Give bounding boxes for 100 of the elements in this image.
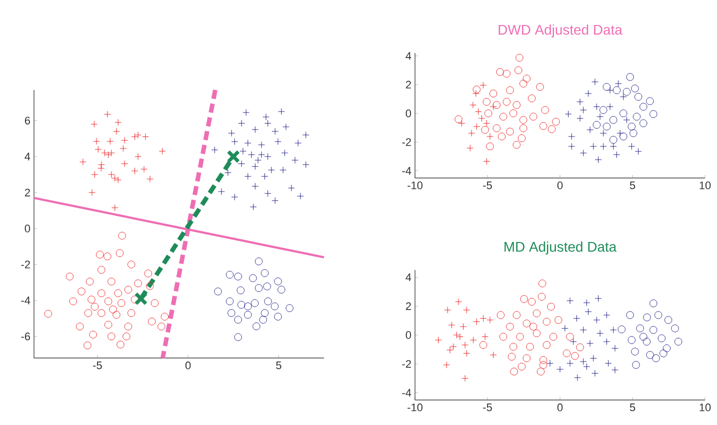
point xyxy=(470,336,477,344)
point xyxy=(539,356,548,364)
point xyxy=(90,120,98,128)
point xyxy=(664,316,672,324)
chart-title: MD Adjusted Data xyxy=(504,242,617,255)
point xyxy=(519,124,528,132)
point xyxy=(583,299,590,306)
y-tick-label: 0 xyxy=(406,109,412,118)
point xyxy=(244,140,252,147)
point xyxy=(561,324,568,332)
point xyxy=(294,140,302,147)
point xyxy=(573,314,580,322)
point xyxy=(140,166,148,173)
point xyxy=(606,86,614,94)
point xyxy=(434,336,442,344)
point xyxy=(484,109,492,118)
point xyxy=(112,310,120,319)
point xyxy=(576,98,584,106)
y-tick-label: 6 xyxy=(24,116,30,124)
point xyxy=(462,374,468,382)
x-tick-label: 5 xyxy=(630,404,636,412)
point xyxy=(586,340,594,347)
point xyxy=(228,309,236,317)
point xyxy=(514,66,522,74)
point xyxy=(539,361,548,369)
point xyxy=(121,160,128,168)
y-tick-label: 0 xyxy=(24,224,30,232)
point xyxy=(84,342,92,350)
point xyxy=(94,146,102,153)
point xyxy=(158,322,166,330)
point xyxy=(76,322,84,330)
point xyxy=(592,78,598,86)
point xyxy=(549,332,558,341)
point xyxy=(592,120,601,129)
point xyxy=(448,322,456,328)
point xyxy=(460,323,467,330)
point xyxy=(224,169,232,176)
point xyxy=(263,282,271,290)
point xyxy=(618,326,626,334)
chart-title: DWD Adjusted Data xyxy=(498,24,622,38)
point xyxy=(516,54,524,62)
point xyxy=(506,322,514,330)
point xyxy=(472,90,480,97)
point xyxy=(574,374,581,382)
point xyxy=(499,332,508,341)
point xyxy=(552,118,560,126)
point xyxy=(529,322,538,330)
point xyxy=(480,82,487,89)
point xyxy=(652,354,660,362)
point xyxy=(564,110,572,118)
point xyxy=(264,297,272,306)
point xyxy=(254,156,262,164)
point xyxy=(292,156,298,164)
point xyxy=(242,109,250,116)
point xyxy=(226,297,234,306)
x-tick-label: 0 xyxy=(185,362,191,370)
point xyxy=(258,141,265,148)
point xyxy=(580,326,587,334)
point xyxy=(134,280,142,288)
point xyxy=(662,344,671,352)
point xyxy=(628,142,636,150)
point xyxy=(594,156,602,164)
point xyxy=(646,97,654,105)
point xyxy=(108,150,115,156)
point xyxy=(631,348,639,356)
point xyxy=(131,167,138,174)
point xyxy=(634,92,642,101)
point xyxy=(226,270,234,279)
point xyxy=(108,332,116,340)
point xyxy=(496,68,504,76)
point xyxy=(108,278,116,286)
point xyxy=(463,350,470,357)
y-tick-label: 4 xyxy=(406,52,412,60)
point xyxy=(124,286,132,294)
point xyxy=(98,309,106,317)
point xyxy=(570,338,577,346)
point xyxy=(124,322,132,330)
point xyxy=(526,342,534,351)
point xyxy=(470,102,476,108)
point xyxy=(610,142,617,150)
point xyxy=(510,368,518,376)
point xyxy=(576,343,584,352)
point xyxy=(78,288,86,296)
point xyxy=(472,86,480,94)
point xyxy=(522,74,531,82)
x-tick-label: 5 xyxy=(276,362,282,370)
point xyxy=(296,192,304,200)
point xyxy=(249,274,257,282)
point xyxy=(474,108,482,116)
point xyxy=(264,153,272,160)
point xyxy=(541,106,549,114)
point xyxy=(634,148,642,155)
point xyxy=(603,338,610,346)
point xyxy=(654,311,662,319)
point xyxy=(244,310,252,319)
point xyxy=(146,176,154,182)
point xyxy=(218,188,225,196)
point xyxy=(518,362,526,370)
point xyxy=(482,98,490,106)
point xyxy=(260,269,269,277)
